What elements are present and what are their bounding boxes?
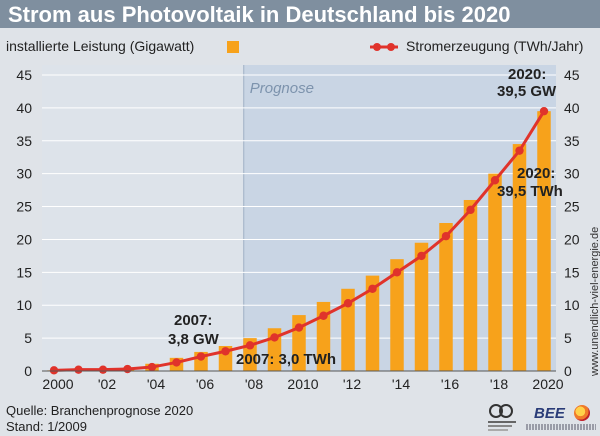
annotation-2020-twh: 2020:	[517, 165, 555, 182]
line-point	[99, 365, 107, 373]
x-tick-label: '04	[147, 376, 165, 392]
y-tick-left: 20	[16, 231, 32, 247]
line-point	[417, 252, 425, 260]
line-point	[442, 232, 450, 240]
y-tick-left: 15	[16, 264, 32, 280]
y-tick-right: 0	[564, 363, 572, 379]
line-point	[50, 366, 58, 374]
x-tick-label: '14	[392, 376, 410, 392]
bar	[537, 111, 550, 371]
history-band	[42, 65, 244, 371]
source-note: Quelle: Branchenprognose 2020	[6, 403, 193, 418]
x-tick-label: '18	[490, 376, 508, 392]
annotation-2007-twh: 2007: 3,0 TWh	[236, 351, 336, 368]
y-tick-right: 40	[564, 100, 580, 116]
x-tick-label: '08	[245, 376, 263, 392]
bee-subtitle-mark	[526, 424, 596, 430]
y-tick-left: 45	[16, 67, 32, 83]
line-point	[319, 312, 327, 320]
y-tick-left: 5	[24, 330, 32, 346]
line-point	[540, 107, 548, 115]
x-tick-label: '06	[196, 376, 214, 392]
annotation-2020-gw-value: 39,5 GW	[497, 83, 557, 100]
line-point	[295, 323, 303, 331]
y-tick-right: 45	[564, 67, 580, 83]
x-tick-label: '12	[343, 376, 361, 392]
bar	[415, 243, 428, 371]
line-point	[515, 146, 523, 154]
line-point	[393, 268, 401, 276]
x-tick-label: 2000	[42, 376, 73, 392]
x-tick-label: 2010	[287, 376, 318, 392]
line-point	[466, 206, 474, 214]
forecast-label: Prognose	[250, 80, 314, 97]
y-tick-left: 0	[24, 363, 32, 379]
bar	[464, 200, 477, 371]
line-point	[148, 363, 156, 371]
agentur-logo-icon	[484, 402, 520, 432]
legend-bars-label: installierte Leistung (Gigawatt)	[6, 38, 194, 54]
annotation-2020-twh-value: 39,5 TWh	[497, 183, 563, 200]
bar	[488, 174, 501, 371]
y-tick-left: 30	[16, 166, 32, 182]
line-point	[172, 358, 180, 366]
x-tick-label: '02	[98, 376, 116, 392]
bee-sun-icon	[574, 405, 590, 421]
line-point	[197, 352, 205, 360]
chart-title: Strom aus Photovoltaik in Deutschland bi…	[8, 2, 510, 28]
line-point	[246, 341, 254, 349]
legend-line-dot	[373, 43, 381, 51]
legend-line-label: Stromerzeugung (TWh/Jahr)	[406, 38, 583, 54]
y-tick-left: 10	[16, 297, 32, 313]
line-point	[344, 299, 352, 307]
legend-line-dot	[387, 43, 395, 51]
annotation-2007-gw-value: 3,8 GW	[168, 331, 220, 348]
line-point	[368, 285, 376, 293]
line-point	[74, 365, 82, 373]
y-tick-left: 25	[16, 199, 32, 215]
stand-note: Stand: 1/2009	[6, 419, 87, 434]
x-tick-label: '16	[441, 376, 459, 392]
y-tick-left: 40	[16, 100, 32, 116]
legend-bar-swatch	[227, 41, 239, 53]
annotation-2007-gw: 2007:	[174, 312, 212, 329]
line-point	[270, 333, 278, 341]
y-tick-right: 35	[564, 133, 580, 149]
y-tick-right: 25	[564, 199, 580, 215]
y-tick-right: 30	[564, 166, 580, 182]
line-point	[221, 347, 229, 355]
annotation-2020-gw: 2020:	[508, 66, 546, 83]
y-tick-right: 5	[564, 330, 572, 346]
y-tick-right: 10	[564, 297, 580, 313]
y-tick-right: 15	[564, 264, 580, 280]
website-url: www.unendlich-viel-energie.de	[589, 227, 600, 377]
line-point	[123, 365, 131, 373]
x-tick-label: 2020	[532, 376, 563, 392]
y-tick-right: 20	[564, 231, 580, 247]
bar	[439, 223, 452, 371]
y-tick-left: 35	[16, 133, 32, 149]
bee-logo: BEE	[534, 405, 565, 422]
